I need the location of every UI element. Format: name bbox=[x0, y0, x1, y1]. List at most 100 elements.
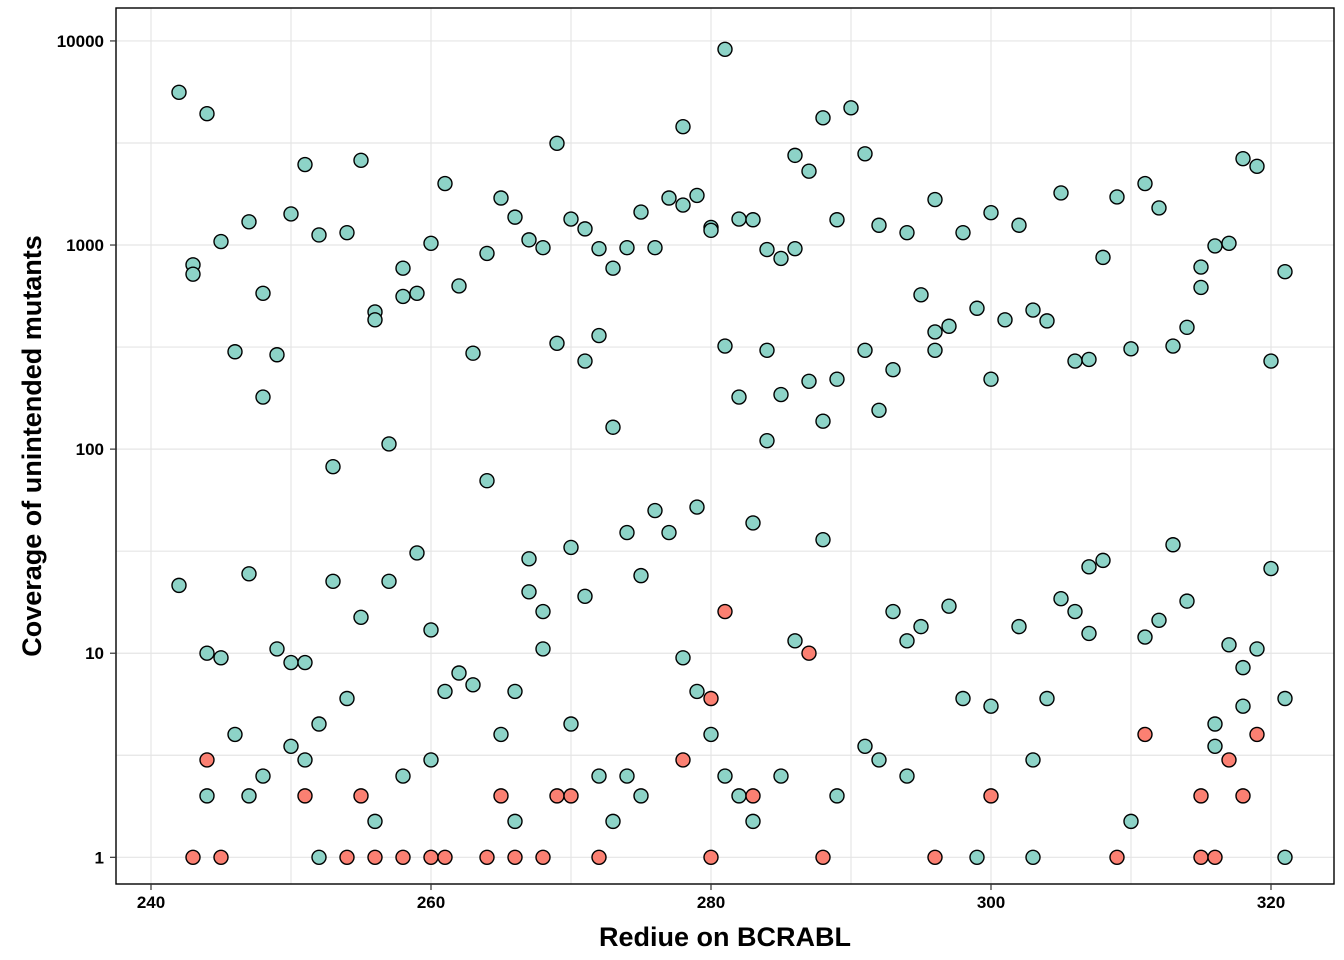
data-point-teal bbox=[563, 716, 579, 732]
data-point-teal bbox=[675, 118, 691, 135]
data-point-teal bbox=[1025, 849, 1041, 866]
data-point-teal bbox=[1249, 641, 1265, 657]
data-point-teal bbox=[479, 245, 495, 262]
data-point-teal bbox=[899, 224, 915, 241]
y-tick-label: 10 bbox=[85, 644, 104, 663]
data-point-teal bbox=[619, 240, 635, 256]
data-point-teal bbox=[353, 609, 369, 625]
data-point-teal bbox=[1165, 537, 1181, 553]
data-point-teal bbox=[591, 768, 607, 784]
data-point-teal bbox=[381, 436, 397, 452]
data-point-teal bbox=[941, 598, 957, 614]
data-point-teal bbox=[1151, 200, 1167, 216]
data-point-teal bbox=[815, 531, 831, 548]
data-point-teal bbox=[409, 545, 425, 561]
data-point-teal bbox=[1025, 302, 1041, 318]
data-point-red bbox=[1207, 849, 1223, 866]
data-point-teal bbox=[297, 156, 313, 173]
data-point-red bbox=[1193, 788, 1209, 804]
data-point-teal bbox=[857, 738, 873, 754]
data-point-teal bbox=[577, 221, 593, 237]
data-point-teal bbox=[759, 241, 775, 258]
data-point-teal bbox=[521, 551, 537, 567]
data-point-teal bbox=[297, 654, 313, 671]
data-point-teal bbox=[1039, 313, 1055, 329]
x-axis-title: Rediue on BCRABL bbox=[599, 922, 851, 952]
data-point-teal bbox=[451, 665, 467, 681]
data-point-teal bbox=[871, 217, 887, 233]
data-point-teal bbox=[773, 768, 789, 784]
data-point-teal bbox=[1053, 185, 1069, 201]
data-point-teal bbox=[409, 285, 425, 302]
data-point-teal bbox=[857, 342, 873, 358]
data-point-teal bbox=[633, 204, 649, 220]
data-point-red bbox=[983, 788, 999, 804]
data-point-teal bbox=[885, 603, 901, 620]
data-point-teal bbox=[801, 373, 817, 389]
data-point-teal bbox=[465, 677, 481, 693]
data-point-teal bbox=[759, 342, 775, 358]
data-point-teal bbox=[199, 645, 215, 661]
data-point-teal bbox=[927, 324, 943, 340]
data-point-teal bbox=[241, 566, 257, 582]
data-point-teal bbox=[311, 849, 327, 866]
data-point-teal bbox=[367, 813, 383, 830]
data-point-teal bbox=[423, 235, 439, 251]
data-point-red bbox=[535, 849, 551, 866]
data-point-teal bbox=[423, 622, 439, 638]
data-point-teal bbox=[213, 650, 229, 666]
plot-border bbox=[115, 7, 1335, 885]
data-point-teal bbox=[731, 788, 747, 804]
data-point-teal bbox=[787, 147, 803, 164]
data-point-red bbox=[591, 849, 607, 866]
data-point-teal bbox=[731, 389, 747, 405]
data-point-teal bbox=[1235, 659, 1251, 676]
data-point-teal bbox=[437, 175, 453, 192]
data-point-red bbox=[1235, 788, 1251, 804]
data-point-teal bbox=[675, 197, 691, 213]
data-point-teal bbox=[1193, 279, 1209, 296]
data-point-teal bbox=[521, 232, 537, 248]
data-point-teal bbox=[507, 813, 523, 830]
data-point-teal bbox=[997, 312, 1013, 328]
data-point-red bbox=[927, 849, 943, 866]
data-point-teal bbox=[745, 813, 761, 830]
data-point-teal bbox=[1221, 637, 1237, 653]
data-point-teal bbox=[227, 344, 243, 360]
data-point-teal bbox=[339, 690, 355, 707]
data-point-red bbox=[353, 788, 369, 804]
y-tick-label: 1 bbox=[95, 848, 104, 867]
data-point-red bbox=[493, 788, 509, 804]
data-point-teal bbox=[521, 584, 537, 600]
data-point-red bbox=[1137, 726, 1153, 743]
data-point-teal bbox=[647, 240, 663, 256]
data-point-teal bbox=[829, 212, 845, 228]
data-point-teal bbox=[199, 788, 215, 804]
data-point-teal bbox=[619, 524, 635, 541]
data-point-teal bbox=[1179, 319, 1195, 336]
data-point-teal bbox=[1263, 353, 1279, 369]
data-point-teal bbox=[1137, 629, 1153, 645]
data-point-teal bbox=[241, 788, 257, 804]
data-point-teal bbox=[661, 524, 677, 541]
data-point-teal bbox=[703, 222, 719, 239]
data-point-teal bbox=[857, 146, 873, 162]
data-point-teal bbox=[1011, 618, 1027, 635]
data-point-teal bbox=[745, 515, 761, 531]
data-point-teal bbox=[591, 327, 607, 344]
data-point-teal bbox=[381, 573, 397, 590]
data-point-red bbox=[395, 849, 411, 866]
data-point-teal bbox=[969, 849, 985, 866]
data-point-teal bbox=[339, 224, 355, 241]
data-point-teal bbox=[423, 752, 439, 768]
data-point-teal bbox=[1249, 158, 1265, 175]
data-point-teal bbox=[633, 788, 649, 804]
data-point-teal bbox=[829, 371, 845, 387]
data-point-teal bbox=[451, 278, 467, 294]
data-point-teal bbox=[829, 788, 845, 804]
data-point-teal bbox=[647, 502, 663, 519]
data-point-red bbox=[1109, 849, 1125, 866]
data-point-red bbox=[185, 849, 201, 866]
data-point-teal bbox=[717, 768, 733, 784]
data-point-teal bbox=[717, 41, 733, 57]
